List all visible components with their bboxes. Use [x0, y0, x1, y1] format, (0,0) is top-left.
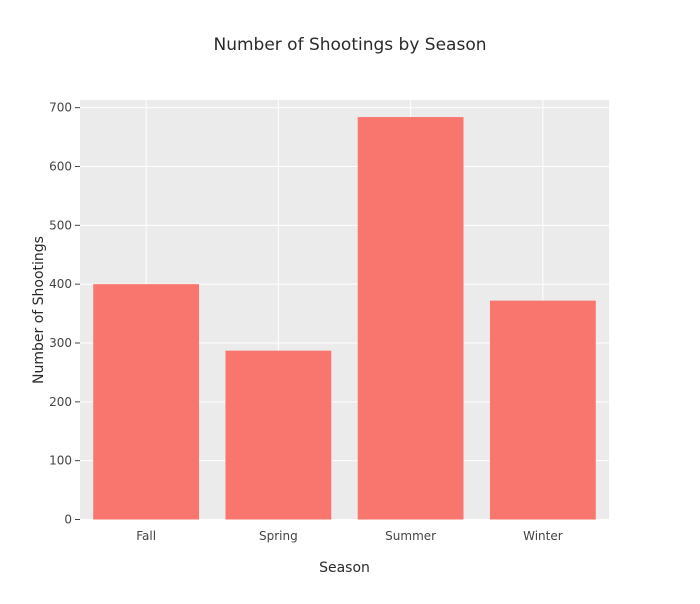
- x-tick-label: Summer: [385, 529, 436, 543]
- axes: 0 100 200 300 400 500 600 700 Fall Spring Summer Wi…: [49, 101, 563, 543]
- y-tick-label: 400: [49, 277, 72, 291]
- x-tick-label: Winter: [523, 529, 563, 543]
- y-axis-label: Number of Shootings: [31, 236, 47, 384]
- bars: [93, 117, 596, 520]
- bar-summer: [357, 117, 464, 520]
- y-tick-label: 600: [49, 159, 72, 173]
- y-tick-label: 100: [49, 454, 72, 468]
- x-tick-label: Spring: [259, 529, 298, 543]
- bar-fall: [93, 284, 200, 520]
- y-tick-label: 200: [49, 395, 72, 409]
- y-tick-label: 500: [49, 218, 72, 232]
- y-tick-label: 0: [64, 513, 72, 527]
- bar-spring: [225, 350, 332, 520]
- y-tick-label: 300: [49, 336, 72, 350]
- bar-winter: [489, 300, 596, 520]
- y-tick-label: 700: [49, 101, 72, 115]
- x-tick-label: Fall: [136, 529, 156, 543]
- chart-title: Number of Shootings by Season: [213, 35, 486, 55]
- x-axis-label: Season: [319, 560, 370, 576]
